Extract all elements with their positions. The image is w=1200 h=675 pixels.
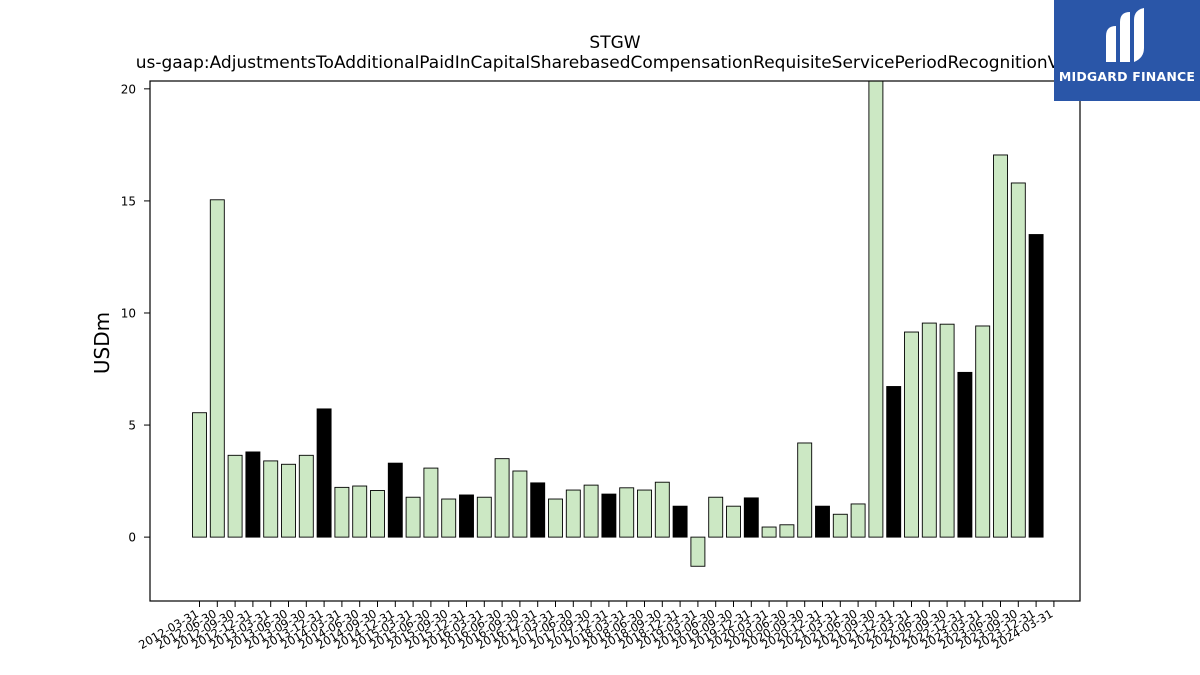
bar xyxy=(316,408,332,538)
midgard-finance-logo: MIDGARD FINANCE xyxy=(1054,0,1200,101)
chart-title: STGW xyxy=(589,33,640,53)
bar xyxy=(494,458,510,538)
bar xyxy=(245,451,261,538)
bar xyxy=(708,496,724,538)
bar xyxy=(1010,182,1026,538)
y-tick-label: 0 xyxy=(128,531,136,545)
bar xyxy=(281,463,296,538)
bar xyxy=(619,487,635,538)
bar xyxy=(797,442,813,538)
bar xyxy=(690,536,706,567)
chart-subtitle: us-gaap:AdjustmentsToAdditionalPaidInCap… xyxy=(136,53,1095,73)
bar xyxy=(975,325,991,538)
bar xyxy=(263,460,279,538)
bars-group xyxy=(192,81,1044,567)
bar xyxy=(352,485,368,538)
bar xyxy=(886,386,902,538)
bar xyxy=(441,498,457,538)
bar xyxy=(423,467,439,538)
bar xyxy=(1028,234,1044,538)
bar xyxy=(815,505,830,538)
bar xyxy=(298,454,314,538)
bar xyxy=(192,412,207,538)
bar xyxy=(637,489,652,538)
plot-area: 051015202012-03-312012-06-302012-09-3020… xyxy=(121,80,1081,652)
bar xyxy=(654,481,670,538)
bar xyxy=(227,454,243,538)
bar xyxy=(601,493,617,538)
bar xyxy=(672,505,688,538)
y-tick-label: 15 xyxy=(121,194,136,208)
logo-mark-icon xyxy=(1106,8,1144,62)
bar xyxy=(209,199,225,538)
bar xyxy=(993,154,1008,538)
bar xyxy=(476,496,492,538)
y-axis-label: USDm xyxy=(90,312,114,374)
bar xyxy=(726,505,741,538)
bar xyxy=(370,490,385,538)
y-tick-label: 20 xyxy=(121,82,136,96)
bar xyxy=(530,482,546,538)
bar xyxy=(334,486,350,538)
bar xyxy=(583,484,599,538)
bar xyxy=(904,331,919,538)
bar xyxy=(459,494,474,538)
plot-frame xyxy=(149,80,1081,602)
logo-text: MIDGARD FINANCE xyxy=(1058,69,1196,84)
bar xyxy=(957,371,973,538)
bar xyxy=(387,462,403,538)
bar xyxy=(405,496,421,538)
bar xyxy=(761,526,777,538)
y-tick-label: 5 xyxy=(128,419,136,433)
bar xyxy=(512,470,528,538)
bar xyxy=(548,498,563,538)
bar xyxy=(832,513,848,538)
bar xyxy=(939,323,955,538)
bar xyxy=(565,489,581,538)
bar xyxy=(868,81,884,538)
bar xyxy=(850,503,866,538)
bar xyxy=(779,524,795,538)
y-tick-label: 10 xyxy=(121,306,136,320)
bar xyxy=(921,322,937,538)
bar xyxy=(743,497,759,538)
